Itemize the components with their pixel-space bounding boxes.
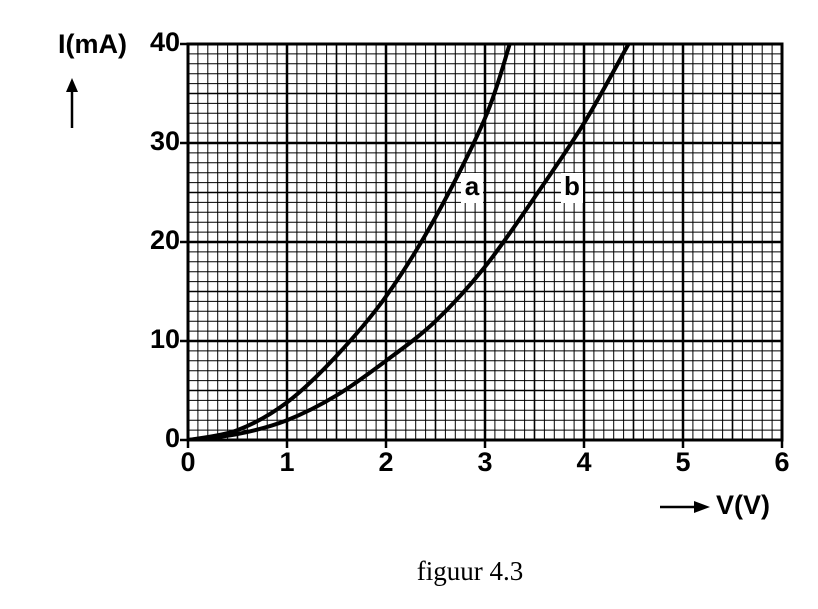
curve-label: b <box>564 171 580 201</box>
curve-label-bg <box>461 173 483 203</box>
x-axis-label: V(V) <box>716 490 770 520</box>
curve-label: a <box>465 171 480 201</box>
x-tick-label: 2 <box>378 447 393 477</box>
curve <box>188 44 631 440</box>
x-arrow <box>660 501 710 513</box>
x-tick-label: 1 <box>279 447 294 477</box>
y-tick-label: 30 <box>150 126 180 156</box>
curve-label-bg <box>561 173 583 203</box>
y-tick-label: 10 <box>150 324 180 354</box>
y-tick-label: 20 <box>150 225 180 255</box>
plot <box>188 44 631 440</box>
x-tick-label: 6 <box>774 447 789 477</box>
y-axis-label: I(mA) <box>58 29 127 59</box>
x-tick-label: 3 <box>477 447 492 477</box>
grid <box>186 42 784 442</box>
y-arrow <box>66 78 78 128</box>
x-tick-label: 0 <box>180 447 195 477</box>
x-tick-label: 4 <box>576 447 591 477</box>
x-tick-label: 5 <box>675 447 690 477</box>
y-tick-label: 0 <box>165 423 180 453</box>
y-tick-label: 40 <box>150 27 180 57</box>
curve <box>188 44 512 440</box>
caption: figuur 4.3 <box>417 556 523 586</box>
